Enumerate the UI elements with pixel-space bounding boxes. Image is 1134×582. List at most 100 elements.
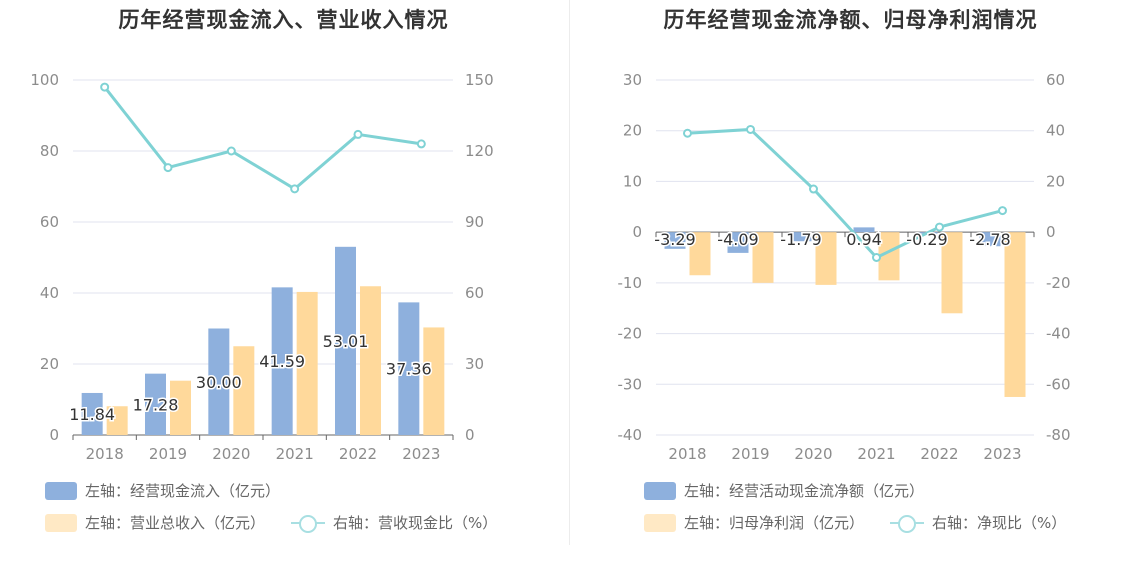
bar-series-2: [423, 327, 445, 435]
bar-data-label: -4.09: [717, 230, 758, 249]
bar-series-1: [271, 287, 293, 435]
bar-series-2: [296, 291, 318, 435]
line-point: [998, 206, 1007, 216]
left-axis-tick-label: 0: [632, 223, 642, 241]
x-axis-tick-label: 2022: [920, 445, 958, 463]
line-point: [935, 222, 944, 232]
left-axis-tick-label: 0: [49, 426, 59, 444]
left-axis-tick-label: 40: [40, 284, 59, 302]
legend-line-circle-icon: [291, 514, 326, 533]
bar-series-1: [790, 232, 812, 242]
bar-data-label: -2.78: [969, 230, 1010, 249]
bar-series-2: [878, 232, 900, 281]
right-axis-tick-label: 40: [1046, 122, 1065, 140]
legend-line-circle-icon: [890, 514, 925, 533]
legend-item-net-ratio[interactable]: 右轴：净现比（%）: [890, 512, 1066, 533]
legend-label: 左轴：营业总收入（亿元）: [85, 514, 266, 532]
bar-series-1: [81, 392, 103, 435]
left-axis-tick-label: -30: [618, 375, 643, 393]
line-point: [746, 124, 755, 134]
chart-panel-netcash-profit: 历年经营现金流净额、归母净利润情况 -40 -80 -30 -60 -20 -40 -10 -…: [567, 0, 1134, 582]
bar-series-2: [233, 346, 255, 435]
legend-swatch-orange: [45, 513, 77, 532]
legend-label: 右轴：营收现金比（%）: [333, 514, 498, 532]
x-axis-tick-label: 2018: [86, 445, 124, 463]
legend-row-1: 左轴：经营活动现金流净额（亿元）: [644, 480, 950, 501]
left-axis-tick-label: 60: [40, 213, 59, 231]
bar-series-1: [664, 232, 686, 249]
right-axis-tick-label: 20: [1046, 172, 1065, 190]
bar-series-2: [752, 232, 774, 283]
bar-series-1: [727, 232, 749, 253]
line-point: [809, 184, 818, 194]
x-axis-tick-label: 2023: [983, 445, 1021, 463]
legend-row-2: 左轴：归母净利润（亿元） 右轴：净现比（%）: [644, 512, 1092, 533]
bar-data-label: 17.28: [133, 395, 179, 414]
x-axis-tick-label: 2021: [857, 445, 895, 463]
legend-item-revenue[interactable]: 左轴：营业总收入（亿元）: [45, 512, 265, 533]
panel-divider: [569, 0, 570, 545]
right-axis-tick-label: 120: [465, 142, 494, 160]
bar-series-1: [335, 246, 356, 435]
bar-series-2: [815, 232, 837, 285]
bar-series-1: [398, 302, 420, 435]
bar-series-1: [853, 227, 875, 233]
line-series: [687, 127, 1003, 260]
bar-data-label: -3.29: [654, 230, 695, 249]
bar-series-2: [689, 232, 711, 276]
right-axis-tick-label: -60: [1046, 375, 1071, 393]
x-axis-tick-label: 2023: [402, 445, 440, 463]
bar-series-2: [941, 232, 963, 314]
bar-data-label: 30.00: [196, 373, 242, 392]
right-axis-tick-label: 150: [465, 71, 494, 89]
bar-series-1: [145, 373, 166, 435]
right-axis-tick-label: -40: [1046, 325, 1071, 343]
left-axis-tick-label: 100: [30, 71, 59, 89]
line-point: [290, 184, 300, 194]
bar-data-label: 0.94: [846, 230, 882, 249]
bar-data-label: -0.29: [906, 230, 947, 249]
chart-panel-cashflow-revenue: 历年经营现金流入、营业收入情况 0 0 20 30 40 60 60 90 80 120 100 15…: [30, 8, 523, 533]
legend-label: 左轴：归母净利润（亿元）: [684, 514, 865, 532]
x-axis-tick-label: 2020: [212, 445, 250, 463]
bar-series-2: [106, 406, 128, 435]
chart-plot-area: 0 0 20 30 40 60 60 90 80 120 100 150 2018 2019 2020 202…: [30, 71, 494, 463]
left-axis-tick-label: -10: [618, 274, 643, 292]
legend-label: 左轴：经营活动现金流净额（亿元）: [684, 482, 925, 500]
legend-row-2: 左轴：营业总收入（亿元） 右轴：营收现金比（%）: [45, 512, 523, 533]
bar-data-label: -1.79: [780, 230, 821, 249]
x-axis-tick-label: 2019: [149, 445, 187, 463]
line-point: [100, 82, 110, 92]
line-point: [226, 146, 236, 156]
legend-label: 左轴：经营现金流入（亿元）: [85, 482, 281, 500]
bar-data-label: 11.84: [69, 405, 115, 424]
bar-data-label: 41.59: [259, 352, 305, 371]
chart-title: 历年经营现金流入、营业收入情况: [118, 8, 449, 32]
right-axis-tick-label: 60: [465, 284, 484, 302]
legend-item-ratio[interactable]: 右轴：营收现金比（%）: [291, 512, 497, 533]
right-axis-tick-label: 0: [1046, 223, 1056, 241]
legend-item-net-profit[interactable]: 左轴：归母净利润（亿元）: [644, 512, 864, 533]
legend-swatch-blue: [644, 481, 676, 500]
line-point: [683, 128, 692, 138]
left-axis-tick-label: 20: [623, 122, 642, 140]
right-axis-tick-label: 90: [465, 213, 484, 231]
right-axis-tick-label: 0: [465, 426, 475, 444]
legend-item-net-cashflow[interactable]: 左轴：经营活动现金流净额（亿元）: [644, 480, 924, 501]
left-axis-tick-label: 80: [40, 142, 59, 160]
legend-item-cash-inflow[interactable]: 左轴：经营现金流入（亿元）: [45, 480, 280, 501]
bar-series-1: [208, 328, 230, 435]
legend-row-1: 左轴：经营现金流入（亿元）: [45, 480, 306, 501]
right-axis-tick-label: 30: [465, 355, 484, 373]
bar-series-1: [979, 232, 1001, 247]
legend-label: 右轴：净现比（%）: [932, 514, 1067, 532]
chart-title: 历年经营现金流净额、归母净利润情况: [663, 8, 1038, 32]
legend-swatch-orange: [644, 513, 676, 532]
right-axis-tick-label: 60: [1046, 71, 1065, 89]
line-series: [103, 86, 422, 191]
line-point: [872, 253, 881, 262]
legend-swatch-blue: [45, 481, 77, 500]
right-axis-tick-label: -80: [1046, 426, 1071, 444]
line-point: [163, 163, 173, 173]
